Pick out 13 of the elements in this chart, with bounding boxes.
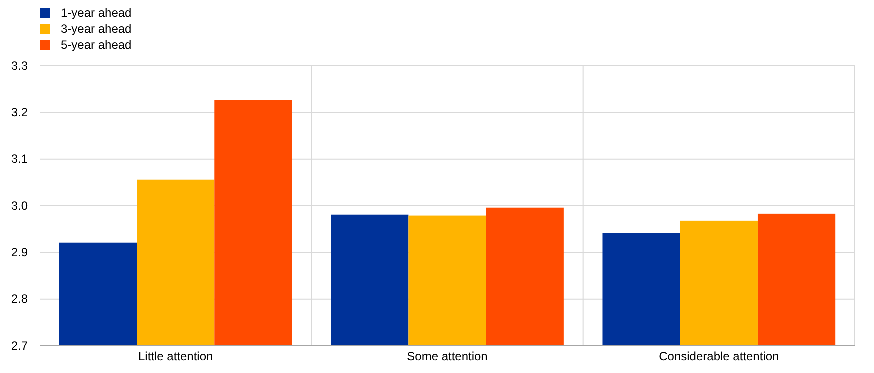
legend-label: 5-year ahead [61, 38, 132, 52]
x-tick-label: Considerable attention [659, 350, 780, 364]
y-tick-label: 2.9 [11, 246, 28, 260]
x-tick-label: Some attention [407, 350, 488, 364]
x-tick-label: Little attention [138, 350, 214, 364]
y-tick-label: 3.1 [11, 152, 28, 166]
y-tick-label: 3.3 [11, 58, 28, 73]
legend-label: 3-year ahead [61, 22, 132, 36]
y-tick-label: 2.7 [11, 338, 28, 353]
y-tick-label: 2.8 [11, 292, 28, 306]
y-tick-label: 3.2 [11, 106, 28, 120]
y-tick-label: 3.0 [11, 198, 28, 213]
legend-label: 1-year ahead [61, 6, 132, 20]
